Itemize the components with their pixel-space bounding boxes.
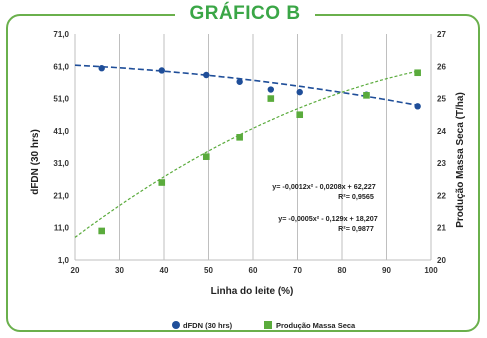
y-right-tick-label-24: 24: [437, 127, 446, 136]
y-right-tick-label-25: 25: [437, 95, 446, 104]
trendlines: [74, 64, 418, 238]
y-right-tick-label-26: 26: [437, 62, 446, 71]
y-right-axis-label: Produção Massa Seca (T/ha): [455, 92, 466, 228]
x-tick-label-30: 30: [115, 266, 124, 275]
massa-seca-point-0: [98, 227, 105, 235]
equation-dfdn: y= -0,0012x² - 0,0208x + 62,227: [272, 182, 376, 191]
grid-lines: [74, 34, 432, 261]
massa-seca-point-5: [296, 111, 304, 119]
y-left-tick-label-2: 21,0: [53, 191, 69, 200]
x-tick-label-40: 40: [160, 266, 169, 275]
massa-seca-point-3: [236, 134, 243, 141]
y-right-tick-label-22: 22: [437, 191, 446, 200]
x-tick-label-80: 80: [338, 266, 347, 275]
legend-label-massa-seca: Produção Massa Seca: [276, 321, 356, 330]
y-left-tick-label-6: 61,0: [53, 62, 69, 71]
massa-seca-point-1: [158, 179, 166, 186]
x-tick-label-60: 60: [249, 266, 258, 275]
tick-labels: 20 30 40 50 60 70 80 90 100 1,0 11,0 21,0 31,0 41,0 51…: [53, 30, 446, 275]
dfdn-point-3: [236, 78, 243, 85]
massa-seca-point-2: [202, 153, 210, 160]
trendline-massa-seca: [74, 70, 418, 238]
x-tick-label-100: 100: [424, 266, 438, 275]
r2-massa-seca: R²= 0,9877: [338, 224, 374, 233]
y-left-tick-label-4: 41,0: [53, 127, 69, 136]
x-tick-label-70: 70: [293, 266, 302, 275]
y-left-tick-label-3: 31,0: [53, 159, 69, 168]
y-right-tick-label-27: 27: [437, 30, 446, 39]
legend-label-dfdn: dFDN (30 hrs): [183, 321, 233, 330]
x-tick-label-20: 20: [71, 266, 80, 275]
dfdn-point-1: [158, 67, 165, 74]
chart-title: GRÁFICO B: [189, 3, 301, 24]
chart-title-wrap: GRÁFICO B: [175, 2, 315, 26]
data-points: [98, 65, 421, 235]
x-tick-label-90: 90: [382, 266, 391, 275]
dfdn-point-0: [98, 65, 105, 72]
y-left-axis-label: dFDN (30 hrs): [30, 129, 41, 195]
y-right-tick-label-21: 21: [437, 224, 446, 233]
massa-seca-point-4: [267, 95, 275, 102]
r2-dfdn: R²= 0,9565: [338, 192, 374, 201]
dfdn-point-7: [414, 103, 421, 110]
x-axis-label: Linha do leite (%): [211, 286, 294, 297]
legend: dFDN (30 hrs) Produção Massa Seca: [172, 321, 356, 330]
massa-seca-point-6: [363, 92, 370, 99]
y-left-tick-label-7: 71,0: [53, 30, 69, 39]
y-right-tick-label-20: 20: [437, 256, 446, 265]
x-tick-label-50: 50: [204, 266, 213, 275]
dfdn-point-4: [267, 86, 274, 93]
y-left-tick-label-0: 1,0: [58, 256, 70, 265]
massa-seca-point-7: [414, 69, 421, 77]
y-right-tick-label-23: 23: [437, 159, 446, 168]
dfdn-point-2: [203, 71, 210, 79]
y-left-tick-label-1: 11,0: [54, 224, 70, 233]
trendline-dfdn: [74, 64, 418, 107]
equation-massa-seca: y= -0,0005x² - 0,129x + 18,207: [278, 214, 378, 223]
legend-marker-dfdn: [172, 321, 180, 329]
y-left-tick-label-5: 51,0: [53, 95, 69, 104]
dfdn-point-5: [296, 88, 303, 96]
legend-marker-massa-seca: [264, 321, 272, 329]
